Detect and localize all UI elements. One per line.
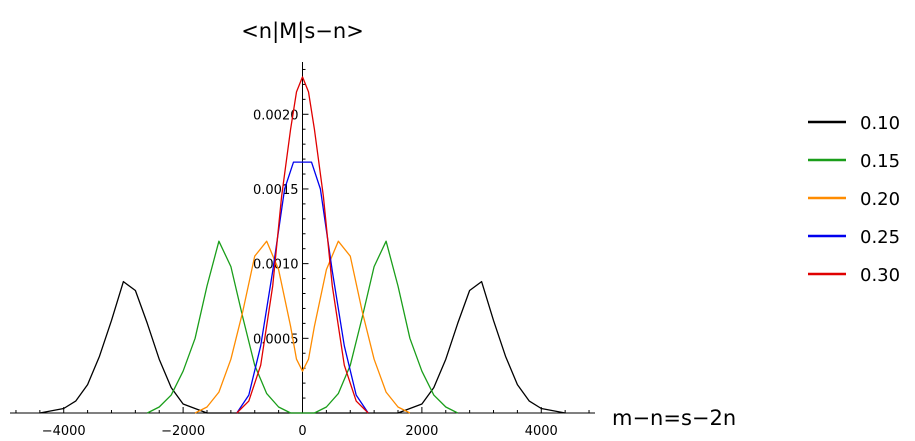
series-line-3: [236, 161, 369, 414]
legend-label: 0.30: [860, 265, 900, 286]
series-line-2: [194, 240, 411, 414]
y-tick-label: 0.0020: [253, 108, 299, 123]
series-line-1: [147, 240, 458, 414]
legend-label: 0.20: [860, 189, 900, 210]
x-tick-label: 2000: [405, 424, 438, 439]
y-tick-label: 0.0015: [253, 183, 299, 198]
x-tick-label: 0: [298, 424, 306, 439]
legend-label: 0.15: [860, 151, 900, 172]
x-tick-label: −2000: [161, 424, 205, 439]
x-axis-title: m−n=s−2n: [612, 406, 736, 430]
x-tick-label: −4000: [42, 424, 86, 439]
series-line-4: [236, 76, 369, 414]
legend-label: 0.25: [860, 227, 900, 248]
ticks: −4000 −2000 0 2000 40000.00050.00100.00150.0…: [15, 68, 590, 439]
y-axis-title: <n|M|s−n>: [241, 19, 364, 44]
y-tick-label: 0.0010: [253, 258, 299, 273]
plot-area: [39, 76, 566, 414]
x-tick-label: 4000: [525, 424, 558, 439]
legend: 0.10 0.15 0.20 0.25 0.30: [808, 113, 900, 286]
legend-label: 0.10: [860, 113, 900, 134]
